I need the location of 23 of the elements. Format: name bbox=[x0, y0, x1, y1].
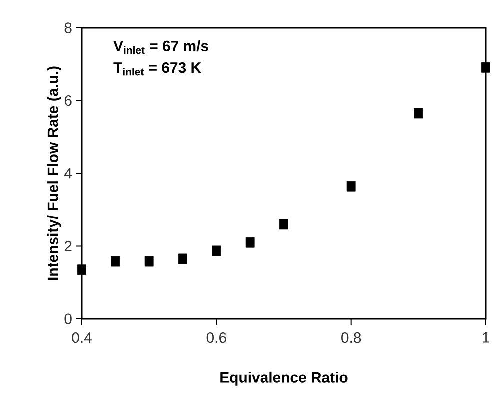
point bbox=[414, 108, 424, 119]
y-axis-title: Intensity/ Fuel Flow Rate (a.u.) bbox=[47, 66, 62, 280]
point bbox=[178, 254, 188, 264]
point bbox=[346, 181, 356, 192]
x-tick-label: 0.4 bbox=[72, 332, 92, 344]
x-tick-label: 1 bbox=[482, 332, 490, 343]
y-tick-label: 0 bbox=[64, 314, 72, 324]
y-tick-label: 8 bbox=[64, 22, 72, 34]
point bbox=[78, 264, 86, 276]
point bbox=[280, 219, 288, 230]
annotation: V$_{inlet}$ = 67 m/s bbox=[114, 40, 208, 54]
y-tick-label: 4 bbox=[64, 168, 72, 179]
y-tick-label: 6 bbox=[64, 95, 72, 106]
point bbox=[212, 246, 222, 256]
x-tick-label: 0.8 bbox=[342, 332, 362, 344]
x-axis-title: Equivalence Ratio bbox=[220, 372, 348, 386]
point bbox=[246, 237, 255, 248]
point bbox=[482, 62, 490, 73]
point bbox=[144, 256, 154, 267]
x-tick-label: 0.6 bbox=[206, 332, 226, 344]
point bbox=[111, 256, 120, 267]
annotation: T$_{inlet}$ = 673 K bbox=[114, 62, 202, 76]
y-tick-label: 2 bbox=[64, 241, 72, 252]
